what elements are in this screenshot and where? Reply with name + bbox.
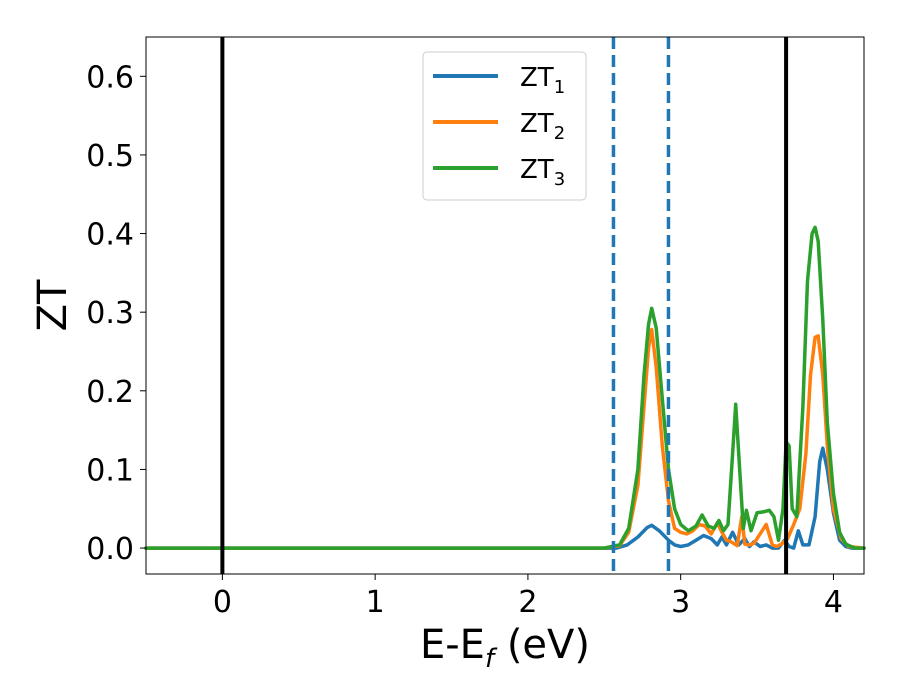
x-tick-label: 3 <box>671 585 690 620</box>
series-layer <box>144 225 866 550</box>
y-tick-label: 0.2 <box>86 375 134 410</box>
y-tick-label: 0.0 <box>86 532 134 567</box>
y-tick-label: 0.6 <box>86 60 134 95</box>
legend-box <box>422 51 587 201</box>
y-axis-title: ZT <box>30 279 76 331</box>
x-axis-title: E-Ef (eV) <box>420 622 590 674</box>
x-axis-title-main: E-E <box>420 622 485 668</box>
legend-label-3: ZT3 <box>520 155 565 190</box>
x-axis-title-unit: (eV) <box>494 622 590 668</box>
series-line-1 <box>144 446 866 550</box>
x-axis: 0 1 2 3 4 <box>213 574 843 620</box>
y-tick-label: 0.1 <box>86 453 134 488</box>
legend-items: ZT1 ZT2 ZT3 <box>433 63 565 190</box>
y-tick-label: 0.4 <box>86 218 134 253</box>
x-tick-label: 4 <box>824 585 843 620</box>
x-tick-label: 0 <box>213 585 232 620</box>
x-tick-label: 1 <box>366 585 385 620</box>
y-tick-label: 0.5 <box>86 139 134 174</box>
legend: ZT1 ZT2 ZT3 <box>422 51 587 201</box>
x-tick-label: 2 <box>518 585 537 620</box>
series-line-3 <box>144 225 866 550</box>
legend-label-2: ZT2 <box>520 109 565 144</box>
reference-lines <box>220 37 789 574</box>
y-tick-label: 0.3 <box>86 296 134 331</box>
series-line-2 <box>144 327 866 550</box>
legend-label-1: ZT1 <box>520 63 565 98</box>
y-axis: 0.0 0.1 0.2 0.3 0.4 0.5 0.6 <box>86 60 146 567</box>
plot-frame <box>145 36 865 575</box>
